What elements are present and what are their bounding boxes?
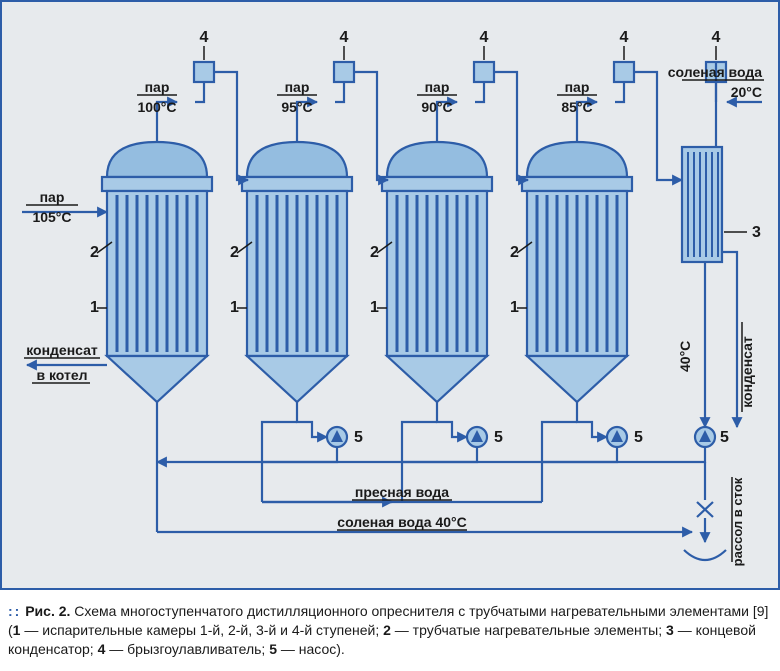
label-5-b: 5 bbox=[494, 429, 503, 446]
sump-icon bbox=[684, 550, 726, 560]
demister-2 bbox=[334, 62, 354, 82]
legend-n-4: 5 bbox=[269, 641, 277, 657]
pump-2 bbox=[467, 427, 487, 447]
stage4-temp: 85°C bbox=[561, 99, 592, 115]
saltwater-in-temp: 20°C bbox=[731, 84, 762, 100]
stage1-vapor-label: пар bbox=[145, 79, 170, 95]
label-3: 3 bbox=[752, 224, 761, 241]
stage4-vapor-label: пар bbox=[565, 79, 590, 95]
diagram-svg: пар 105°C пар 100°C пар 95°C пар 90°C па… bbox=[2, 2, 780, 592]
column-stage-4 bbox=[522, 142, 632, 402]
legend-n-2: 3 bbox=[666, 622, 674, 638]
caption-fig: Рис. 2. bbox=[25, 603, 70, 619]
fresh-water-label: пресная вода bbox=[355, 484, 449, 500]
legend-t-3: — брызгоулавливатель; bbox=[105, 641, 269, 657]
legend-t-0: — испарительные камеры 1-й, 2-й, 3-й и 4… bbox=[20, 622, 383, 638]
stage2-vapor-label: пар bbox=[285, 79, 310, 95]
stage1-temp: 100°C bbox=[137, 99, 176, 115]
column-stage-2 bbox=[242, 142, 352, 402]
demister-1 bbox=[194, 62, 214, 82]
pump-3 bbox=[607, 427, 627, 447]
demister-3 bbox=[474, 62, 494, 82]
condensate-label-1: конденсат bbox=[26, 342, 98, 358]
label-4-a: 4 bbox=[200, 29, 209, 46]
pump-1 bbox=[327, 427, 347, 447]
stage3-temp: 90°C bbox=[421, 99, 452, 115]
pump-4 bbox=[695, 427, 715, 447]
figure-caption: :: Рис. 2. Схема многоступенчатого дисти… bbox=[0, 590, 780, 671]
caption-marker: :: bbox=[8, 603, 21, 619]
condenser-40c: 40°С bbox=[677, 341, 693, 372]
salt-water-return-label: соленая вода 40°С bbox=[337, 514, 466, 530]
steam-in-temp: 105°C bbox=[32, 209, 71, 225]
stage3-vapor-label: пар bbox=[425, 79, 450, 95]
condensate-label-2: в котел bbox=[36, 367, 87, 383]
legend-t-4: — насос). bbox=[277, 641, 345, 657]
label-5-d: 5 bbox=[720, 429, 729, 446]
label-4-c: 4 bbox=[480, 29, 489, 46]
stage2-temp: 95°C bbox=[281, 99, 312, 115]
legend-n-1: 2 bbox=[383, 622, 391, 638]
label-4-b: 4 bbox=[340, 29, 349, 46]
column-stage-3 bbox=[382, 142, 492, 402]
label-5-a: 5 bbox=[354, 429, 363, 446]
label-4-e: 4 bbox=[712, 29, 721, 46]
valve-icon bbox=[697, 502, 713, 517]
saltwater-in-label: соленая вода bbox=[668, 64, 762, 80]
label-4-d: 4 bbox=[620, 29, 629, 46]
label-5-c: 5 bbox=[634, 429, 643, 446]
distillation-diagram: пар 105°C пар 100°C пар 95°C пар 90°C па… bbox=[0, 0, 780, 590]
steam-in-label: пар bbox=[40, 189, 65, 205]
legend-t-1: — трубчатые нагревательные элементы; bbox=[391, 622, 666, 638]
demister-4 bbox=[614, 62, 634, 82]
column-stage-1 bbox=[102, 142, 212, 402]
